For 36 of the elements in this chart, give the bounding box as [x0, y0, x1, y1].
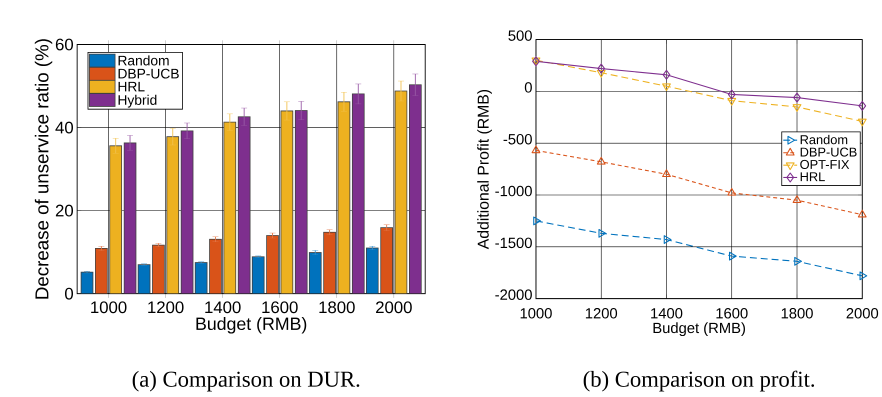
- x-axis-title: Budget (RMB): [654, 322, 745, 336]
- legend-label: HRL: [118, 82, 145, 92]
- legend-label: Hybrid: [118, 94, 156, 108]
- legend-label: DBP-UCB: [118, 68, 179, 79]
- x-tick-label: 1600: [262, 302, 298, 314]
- y-tick-label: -1000: [495, 186, 532, 196]
- x-tick-label: 1200: [586, 308, 618, 319]
- y-tick-label: 60: [56, 38, 74, 51]
- x-tick-label: 1800: [782, 308, 813, 319]
- x-tick-label: 1000: [520, 308, 552, 319]
- x-tick-label: 2000: [846, 308, 878, 319]
- y-tick-label: 0: [65, 288, 74, 300]
- x-tick-label: 1000: [91, 302, 126, 314]
- x-tick-label: 1200: [148, 302, 184, 314]
- y-tick-label: 0: [524, 82, 532, 93]
- y-tick-label: -500: [504, 134, 532, 145]
- x-tick-label: 1800: [319, 302, 355, 314]
- legend-label: DBP-UCB: [800, 148, 857, 157]
- text: (a) Comparison on DUR.: [132, 371, 360, 392]
- legend-label: HRL: [800, 172, 825, 182]
- x-tick-label: 2000: [376, 302, 412, 314]
- y-tick-label: -1500: [495, 238, 532, 248]
- y-axis-title: Decrease of unservice ratio (%): [34, 39, 52, 299]
- x-tick-label: 1400: [205, 302, 241, 314]
- legend-label: Random: [118, 56, 169, 66]
- y-tick-label: 20: [56, 204, 74, 217]
- y-tick-label: 40: [55, 122, 74, 134]
- x-axis-title: Budget (RMB): [196, 317, 306, 334]
- legend-label: Random: [800, 135, 848, 144]
- y-tick-label: 500: [508, 30, 532, 42]
- legend-label: OPT-FIX: [800, 160, 850, 170]
- x-tick-label: 1600: [716, 308, 748, 319]
- text: (b) Comparison on profit.: [584, 370, 814, 392]
- x-tick-label: 1400: [651, 308, 682, 319]
- y-tick-label: -2000: [495, 290, 532, 300]
- y-axis-title: Additional Profit (RMB): [477, 90, 492, 250]
